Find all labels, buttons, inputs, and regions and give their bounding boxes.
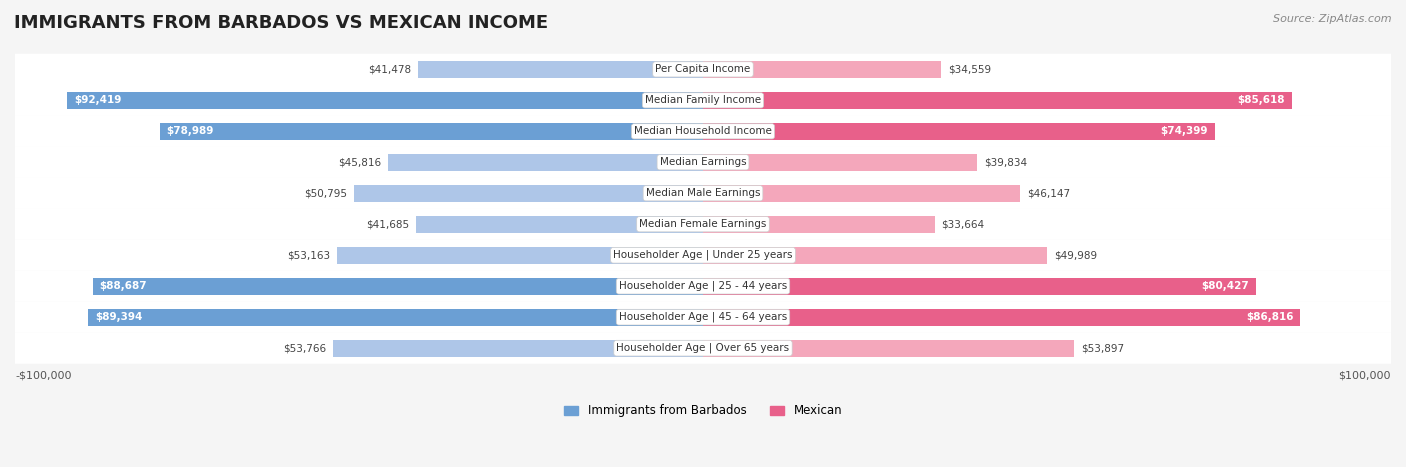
Bar — [703, 278, 1257, 295]
Text: $50,795: $50,795 — [304, 188, 347, 198]
Bar — [337, 247, 703, 264]
Text: Householder Age | Over 65 years: Householder Age | Over 65 years — [616, 343, 790, 354]
Bar — [703, 247, 1047, 264]
FancyBboxPatch shape — [15, 302, 1391, 333]
Text: $74,399: $74,399 — [1160, 126, 1208, 136]
Bar — [89, 309, 703, 325]
Bar — [703, 216, 935, 233]
Text: $49,989: $49,989 — [1054, 250, 1097, 260]
Bar — [418, 61, 703, 78]
Text: Median Family Income: Median Family Income — [645, 95, 761, 106]
Bar — [703, 340, 1074, 357]
FancyBboxPatch shape — [15, 147, 1391, 178]
Bar — [67, 92, 703, 109]
Text: Householder Age | 25 - 44 years: Householder Age | 25 - 44 years — [619, 281, 787, 291]
FancyBboxPatch shape — [15, 209, 1391, 240]
Bar — [333, 340, 703, 357]
FancyBboxPatch shape — [15, 116, 1391, 147]
Text: Source: ZipAtlas.com: Source: ZipAtlas.com — [1274, 14, 1392, 24]
Text: $53,163: $53,163 — [287, 250, 330, 260]
Bar — [93, 278, 703, 295]
Text: $80,427: $80,427 — [1202, 281, 1250, 291]
Bar — [703, 123, 1215, 140]
Text: $92,419: $92,419 — [75, 95, 121, 106]
Text: $100,000: $100,000 — [1339, 370, 1391, 381]
Text: -$100,000: -$100,000 — [15, 370, 72, 381]
Text: $33,664: $33,664 — [942, 219, 984, 229]
FancyBboxPatch shape — [15, 240, 1391, 271]
Text: $46,147: $46,147 — [1028, 188, 1070, 198]
Bar — [159, 123, 703, 140]
FancyBboxPatch shape — [15, 54, 1391, 85]
Text: $41,478: $41,478 — [367, 64, 411, 74]
FancyBboxPatch shape — [15, 333, 1391, 364]
Text: IMMIGRANTS FROM BARBADOS VS MEXICAN INCOME: IMMIGRANTS FROM BARBADOS VS MEXICAN INCO… — [14, 14, 548, 32]
Text: $53,897: $53,897 — [1081, 343, 1123, 353]
Bar — [703, 92, 1292, 109]
Text: Householder Age | 45 - 64 years: Householder Age | 45 - 64 years — [619, 312, 787, 322]
Text: $39,834: $39,834 — [984, 157, 1026, 167]
Bar — [703, 185, 1021, 202]
Bar — [703, 309, 1301, 325]
Text: $86,816: $86,816 — [1246, 312, 1294, 322]
Text: Householder Age | Under 25 years: Householder Age | Under 25 years — [613, 250, 793, 261]
FancyBboxPatch shape — [15, 85, 1391, 116]
FancyBboxPatch shape — [15, 177, 1391, 209]
Text: $88,687: $88,687 — [100, 281, 148, 291]
Bar — [388, 154, 703, 171]
Bar — [353, 185, 703, 202]
Text: $34,559: $34,559 — [948, 64, 991, 74]
Text: $78,989: $78,989 — [166, 126, 214, 136]
Bar — [703, 154, 977, 171]
Text: Median Earnings: Median Earnings — [659, 157, 747, 167]
Text: $53,766: $53,766 — [283, 343, 326, 353]
Bar — [703, 61, 941, 78]
Text: Per Capita Income: Per Capita Income — [655, 64, 751, 74]
Text: Median Male Earnings: Median Male Earnings — [645, 188, 761, 198]
Text: $85,618: $85,618 — [1237, 95, 1285, 106]
Text: Median Household Income: Median Household Income — [634, 126, 772, 136]
Text: $89,394: $89,394 — [94, 312, 142, 322]
FancyBboxPatch shape — [15, 270, 1391, 302]
Text: Median Female Earnings: Median Female Earnings — [640, 219, 766, 229]
Legend: Immigrants from Barbados, Mexican: Immigrants from Barbados, Mexican — [560, 399, 846, 422]
Text: $41,685: $41,685 — [366, 219, 409, 229]
Bar — [416, 216, 703, 233]
Text: $45,816: $45,816 — [337, 157, 381, 167]
